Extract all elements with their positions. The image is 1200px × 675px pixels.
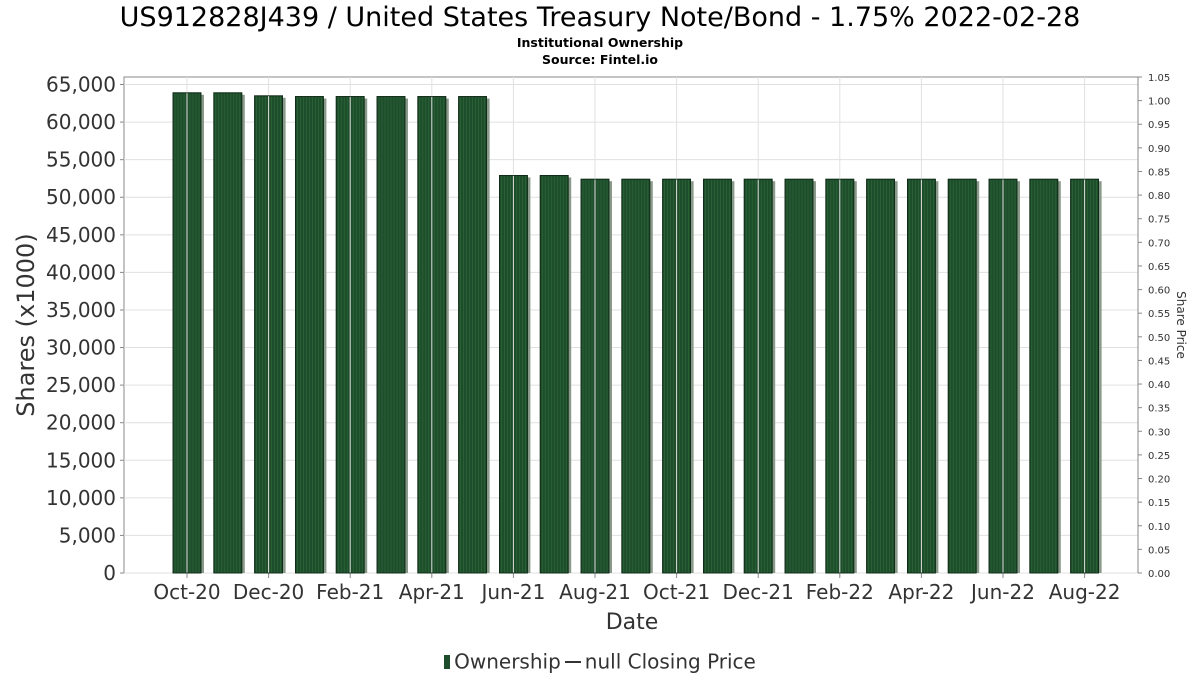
y-tick-label: 50,000 bbox=[46, 185, 116, 209]
y-tick-label: 45,000 bbox=[46, 223, 116, 247]
y-axis-title: Shares (x1000) bbox=[12, 233, 40, 416]
ownership-bar-outline bbox=[498, 175, 528, 574]
x-tick-label: Dec-20 bbox=[233, 580, 304, 604]
ownership-bar-outline bbox=[294, 96, 324, 574]
y2-tick-label: 0.90 bbox=[1148, 144, 1170, 155]
ownership-bar-outline bbox=[172, 92, 202, 574]
x-tick-label: Apr-22 bbox=[888, 580, 954, 604]
ownership-legend-swatch bbox=[444, 654, 451, 669]
x-tick-label: Feb-22 bbox=[806, 580, 874, 604]
y2-tick-label: 0.35 bbox=[1148, 404, 1170, 415]
y2-tick-label: 0.00 bbox=[1148, 569, 1170, 580]
x-tick-label: Oct-20 bbox=[153, 580, 220, 604]
y2-tick-label: 0.40 bbox=[1148, 380, 1170, 391]
ownership-bar-outline bbox=[784, 178, 814, 574]
x-tick-label: Dec-21 bbox=[723, 580, 794, 604]
y2-tick-label: 0.45 bbox=[1148, 356, 1170, 367]
y2-axis-title: Share Price bbox=[1174, 291, 1188, 359]
y2-tick-label: 0.20 bbox=[1148, 475, 1170, 486]
ownership-bar-outline bbox=[703, 178, 732, 574]
y2-tick-label: 0.30 bbox=[1148, 427, 1170, 438]
ownership-legend-label: Ownership bbox=[454, 649, 561, 674]
ownership-bar-outline bbox=[662, 178, 691, 574]
y-tick-label: 40,000 bbox=[46, 260, 116, 284]
y2-tick-label: 0.50 bbox=[1148, 333, 1170, 344]
y-tick-label: 55,000 bbox=[46, 148, 116, 172]
ownership-bar-outline bbox=[947, 178, 977, 574]
ownership-bar-outline bbox=[866, 178, 895, 574]
ownership-bar-outline bbox=[743, 178, 773, 574]
ownership-bar-outline bbox=[825, 178, 855, 574]
x-tick-label: Jun-22 bbox=[969, 580, 1035, 604]
x-axis-title: Date bbox=[606, 610, 659, 635]
ownership-bar-outline bbox=[335, 96, 365, 574]
y2-tick-label: 0.75 bbox=[1148, 215, 1170, 226]
chart-title: US912828J439 / United States Treasury No… bbox=[119, 2, 1081, 33]
y2-tick-label: 0.70 bbox=[1148, 238, 1170, 249]
y2-tick-label: 0.60 bbox=[1148, 286, 1170, 297]
y2-tick-label: 0.25 bbox=[1148, 451, 1170, 462]
ownership-bar-outline bbox=[458, 96, 488, 574]
ownership-bar-outline bbox=[376, 96, 406, 574]
chart-subtitle: Institutional Ownership bbox=[516, 35, 684, 50]
y-tick-label: 15,000 bbox=[46, 448, 116, 472]
y-tick-label: 5,000 bbox=[59, 523, 116, 547]
y2-tick-label: 0.95 bbox=[1148, 120, 1170, 131]
y2-tick-label: 0.55 bbox=[1148, 309, 1170, 320]
y2-tick-label: 0.85 bbox=[1148, 167, 1170, 178]
y-tick-label: 0 bbox=[103, 561, 116, 585]
y-tick-label: 65,000 bbox=[46, 73, 116, 97]
ownership-bar-outline bbox=[621, 178, 651, 574]
y-tick-label: 35,000 bbox=[46, 298, 116, 322]
y-tick-label: 25,000 bbox=[46, 373, 116, 397]
ownership-bar-outline bbox=[254, 95, 284, 574]
x-tick-label: Oct-21 bbox=[643, 580, 710, 604]
ownership-bar-outline bbox=[213, 92, 243, 574]
ownership-bar-outline bbox=[417, 96, 447, 574]
ownership-bar-outline bbox=[1070, 178, 1099, 574]
x-tick-label: Feb-21 bbox=[316, 580, 384, 604]
chart-source: Source: Fintel.io bbox=[542, 52, 658, 67]
x-tick-label: Apr-21 bbox=[399, 580, 465, 604]
y-tick-label: 60,000 bbox=[46, 110, 116, 134]
y-tick-label: 20,000 bbox=[46, 411, 116, 435]
y2-tick-label: 1.05 bbox=[1148, 73, 1170, 84]
ownership-bar-outline bbox=[580, 178, 610, 574]
price-legend-label: null Closing Price bbox=[584, 649, 756, 674]
y2-tick-label: 0.65 bbox=[1148, 262, 1170, 273]
ownership-bar-outline bbox=[988, 178, 1018, 574]
y2-tick-label: 0.05 bbox=[1148, 545, 1170, 556]
price-legend-line bbox=[564, 660, 581, 663]
y2-tick-label: 0.10 bbox=[1148, 522, 1170, 533]
y-tick-label: 10,000 bbox=[46, 486, 116, 510]
ownership-bar-outline bbox=[1029, 178, 1059, 574]
chart-legend: Ownership null Closing Price bbox=[0, 648, 1200, 674]
y2-tick-label: 0.15 bbox=[1148, 498, 1170, 509]
y2-tick-label: 1.00 bbox=[1148, 97, 1170, 108]
ownership-bar-outline bbox=[539, 175, 569, 574]
y-tick-label: 30,000 bbox=[46, 336, 116, 360]
x-tick-label: Aug-21 bbox=[559, 580, 631, 604]
x-tick-label: Aug-22 bbox=[1049, 580, 1121, 604]
y2-tick-label: 0.80 bbox=[1148, 191, 1170, 202]
x-tick-label: Jun-21 bbox=[479, 580, 545, 604]
ownership-bar-outline bbox=[907, 178, 936, 574]
